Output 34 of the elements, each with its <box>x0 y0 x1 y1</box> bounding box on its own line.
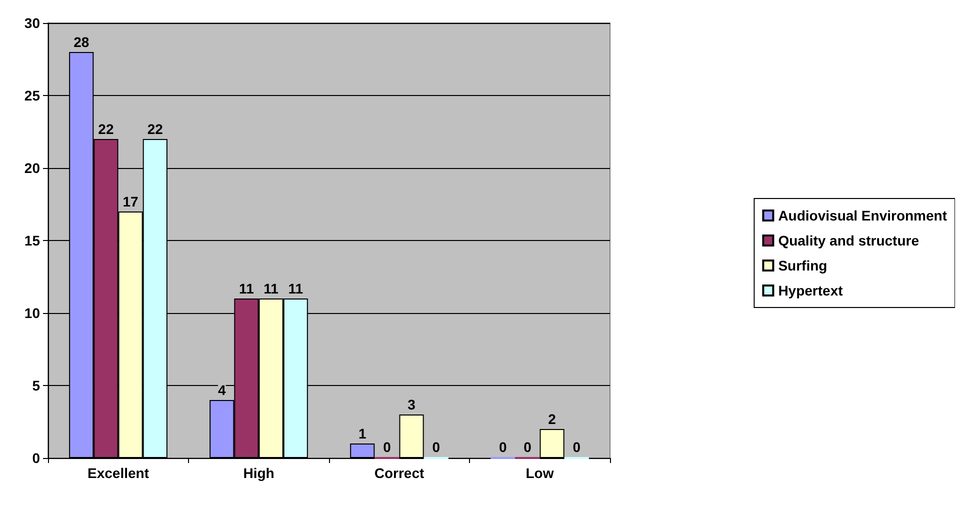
data-label: 1 <box>358 426 366 442</box>
data-label: 0 <box>572 439 581 455</box>
data-label: 11 <box>288 280 304 296</box>
legend-label: Quality and structure <box>778 232 920 248</box>
y-tick-label: 10 <box>24 305 40 321</box>
x-tick-label: Excellent <box>88 465 150 481</box>
y-tick-label: 25 <box>24 88 40 104</box>
legend-label: Hypertext <box>778 282 844 298</box>
legend-label: Audiovisual Environment <box>778 208 948 224</box>
y-tick-label: 0 <box>32 450 40 466</box>
data-label: 4 <box>218 382 226 398</box>
data-label: 22 <box>147 121 164 137</box>
data-label: 11 <box>264 280 279 296</box>
data-label: 0 <box>383 439 392 455</box>
x-tick-label: Low <box>526 465 554 481</box>
data-label: 0 <box>524 439 532 455</box>
x-tick-label: Correct <box>374 465 424 481</box>
y-tick-label: 5 <box>32 378 40 394</box>
bar <box>540 429 564 458</box>
data-label: 28 <box>74 34 90 50</box>
data-label: 22 <box>98 121 114 137</box>
x-tick-label: High <box>243 465 274 481</box>
bar <box>350 444 375 458</box>
data-label: 3 <box>408 396 416 412</box>
legend-label: Surfing <box>778 258 828 274</box>
data-label: 0 <box>432 439 440 455</box>
data-label: 17 <box>122 194 139 210</box>
data-label: 11 <box>239 280 254 296</box>
y-tick-label: 20 <box>24 160 40 176</box>
y-tick-label: 30 <box>24 15 40 31</box>
y-tick-label: 15 <box>24 232 40 248</box>
data-label: 0 <box>498 439 507 455</box>
bar <box>399 414 424 458</box>
data-label: 2 <box>548 411 556 427</box>
